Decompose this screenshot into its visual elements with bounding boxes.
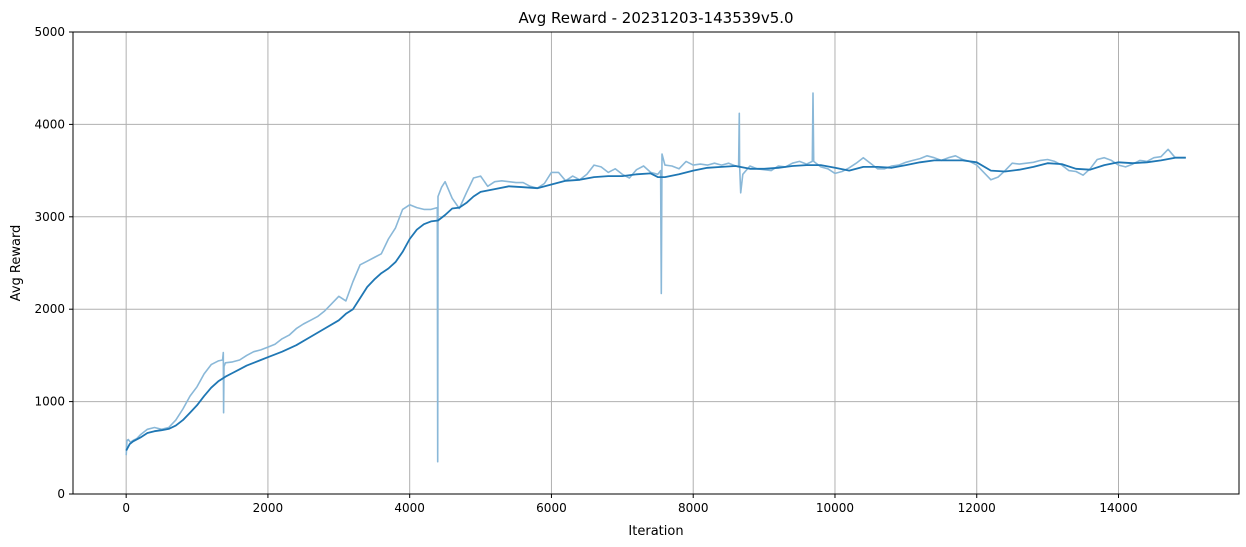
y-tick-label: 0 (57, 487, 65, 501)
y-tick-label: 5000 (34, 25, 65, 39)
y-tick-label: 4000 (34, 117, 65, 131)
raw-reward-line (125, 92, 1186, 463)
x-tick-label: 14000 (1099, 501, 1137, 515)
smoothed-reward-line (125, 156, 1186, 452)
chart-title: Avg Reward - 20231203-143539v5.0 (518, 9, 793, 27)
y-tick-label: 3000 (34, 210, 65, 224)
grid (73, 31, 1239, 495)
plot-frame (72, 31, 1240, 495)
x-tick-label: 4000 (394, 501, 425, 515)
x-tick-label: 12000 (958, 501, 996, 515)
x-tick-label: 0 (122, 501, 130, 515)
y-tick-label: 1000 (34, 395, 65, 409)
series-layer (125, 92, 1186, 463)
x-tick-label: 8000 (678, 501, 709, 515)
ticks: 0 2000 4000 6000 8000 10000 12000 14000 0 1000 200… (34, 25, 1137, 515)
y-axis-label: Avg Reward (9, 225, 24, 302)
x-axis-label: Iteration (628, 524, 683, 539)
x-tick-label: 10000 (816, 501, 854, 515)
x-tick-label: 6000 (536, 501, 567, 515)
x-tick-label: 2000 (253, 501, 284, 515)
y-tick-label: 2000 (34, 302, 65, 316)
